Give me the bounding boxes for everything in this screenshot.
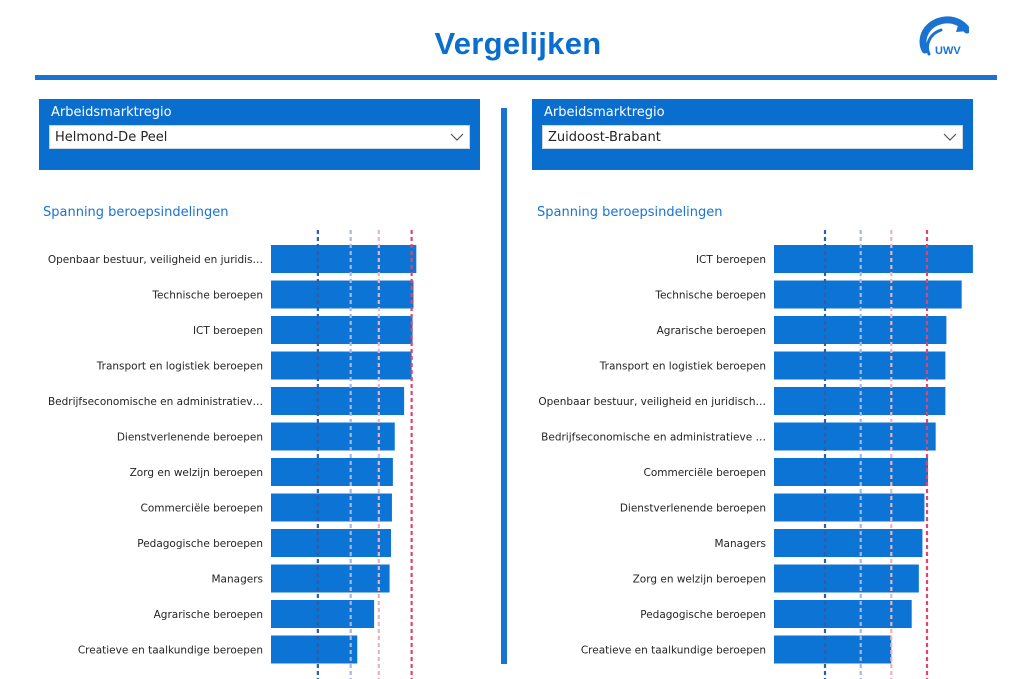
left-category-label-5: Dienstverlenende beroepen <box>117 432 263 444</box>
right-category-label-6: Commerciële beroepen <box>644 467 767 479</box>
right-bar-7[interactable] <box>774 493 925 522</box>
left-bar-6[interactable] <box>271 458 393 486</box>
right-bar-6[interactable] <box>774 458 929 486</box>
right-bar-8[interactable] <box>774 529 923 557</box>
right-bar-10[interactable] <box>774 600 912 628</box>
left-bar-0[interactable] <box>271 245 417 273</box>
right-bar-9[interactable] <box>774 564 919 593</box>
left-bar-7[interactable] <box>271 493 392 522</box>
left-bar-3[interactable] <box>271 351 412 380</box>
left-bar-10[interactable] <box>271 600 375 628</box>
right-region-dropdown[interactable]: Zuidoost-Brabant <box>542 125 963 149</box>
left-bar-chart: Openbaar bestuur, veiligheid en juridis…… <box>48 230 417 679</box>
right-bar-11[interactable] <box>774 635 892 664</box>
page-title: Vergelijken <box>434 26 602 61</box>
left-bar-9[interactable] <box>271 564 390 593</box>
right-category-label-4: Openbaar bestuur, veiligheid en juridisc… <box>538 396 766 408</box>
right-bar-5[interactable] <box>774 422 936 451</box>
right-slicer-label: Arbeidsmarktregio <box>544 105 665 120</box>
right-region-value: Zuidoost-Brabant <box>548 130 661 145</box>
right-category-label-5: Bedrijfseconomische en administratieve … <box>541 432 766 444</box>
left-category-label-4: Bedrijfseconomische en administratiev… <box>48 396 263 408</box>
right-category-label-7: Dienstverlenende beroepen <box>620 503 766 515</box>
chevron-down-icon <box>943 133 957 141</box>
left-bar-2[interactable] <box>271 316 413 344</box>
left-bar-8[interactable] <box>271 529 391 557</box>
right-category-label-9: Zorg en welzijn beroepen <box>633 574 766 586</box>
left-bar-11[interactable] <box>271 635 358 664</box>
left-bar-5[interactable] <box>271 422 395 451</box>
left-category-label-2: ICT beroepen <box>193 325 263 337</box>
right-category-label-2: Agrarische beroepen <box>657 325 766 337</box>
left-category-label-8: Pedagogische beroepen <box>137 538 263 550</box>
left-region-slicer: Arbeidsmarktregio Helmond-De Peel <box>39 99 480 170</box>
left-category-label-10: Agrarische beroepen <box>154 609 263 621</box>
left-category-label-11: Creatieve en taalkundige beroepen <box>78 645 263 657</box>
left-bar-1[interactable] <box>271 280 414 309</box>
left-slicer-label: Arbeidsmarktregio <box>51 105 172 120</box>
left-category-label-6: Zorg en welzijn beroepen <box>130 467 263 479</box>
right-category-label-10: Pedagogische beroepen <box>640 609 766 621</box>
header-rule <box>35 75 997 80</box>
left-bar-4[interactable] <box>271 387 405 415</box>
left-category-label-3: Transport en logistiek beroepen <box>96 361 263 373</box>
column-divider <box>501 108 507 664</box>
right-category-label-1: Technische beroepen <box>654 290 766 302</box>
right-bar-chart: ICT beroepen Technische beroepen Agrarisch… <box>538 230 973 679</box>
left-category-label-9: Managers <box>212 574 264 586</box>
left-region-value: Helmond-De Peel <box>55 130 168 145</box>
right-category-label-11: Creatieve en taalkundige beroepen <box>581 645 766 657</box>
left-category-label-1: Technische beroepen <box>151 290 263 302</box>
left-category-label-7: Commerciële beroepen <box>141 503 264 515</box>
right-category-label-3: Transport en logistiek beroepen <box>599 361 766 373</box>
uwv-logo: UWV <box>919 16 969 57</box>
right-bar-0[interactable] <box>774 245 973 273</box>
chevron-down-icon <box>450 133 464 141</box>
left-category-label-0: Openbaar bestuur, veiligheid en juridis… <box>48 254 263 266</box>
right-region-slicer: Arbeidsmarktregio Zuidoost-Brabant <box>532 99 973 170</box>
uwv-logo-text: UWV <box>935 45 961 57</box>
left-chart-title: Spanning beroepsindelingen <box>43 205 229 220</box>
right-category-label-8: Managers <box>715 538 767 550</box>
right-chart-title: Spanning beroepsindelingen <box>537 205 723 220</box>
left-region-dropdown[interactable]: Helmond-De Peel <box>49 125 470 149</box>
right-bar-1[interactable] <box>774 280 962 309</box>
right-category-label-0: ICT beroepen <box>696 254 766 266</box>
